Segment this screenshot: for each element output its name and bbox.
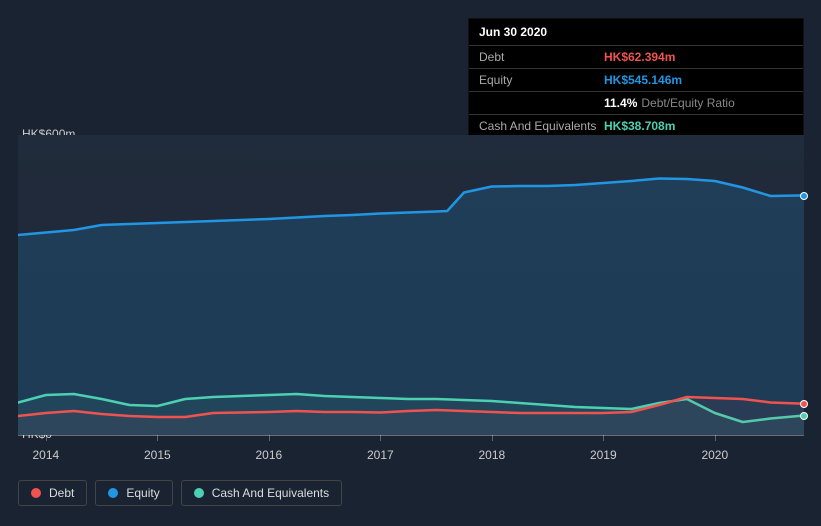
tooltip-row: 11.4%Debt/Equity Ratio xyxy=(469,92,803,115)
tooltip-row-label: Cash And Equivalents xyxy=(479,119,604,133)
legend-item-equity[interactable]: Equity xyxy=(95,480,172,506)
legend-swatch-icon xyxy=(31,488,41,498)
x-axis-label: 2020 xyxy=(701,448,728,462)
legend-item-cash[interactable]: Cash And Equivalents xyxy=(181,480,342,506)
tooltip-row: EquityHK$545.146m xyxy=(469,69,803,92)
tooltip-row-value: HK$545.146m xyxy=(604,73,682,87)
x-tick xyxy=(603,435,604,441)
chart-legend: Debt Equity Cash And Equivalents xyxy=(18,480,342,506)
financials-chart: { "chart": { "type": "line-area", "backg… xyxy=(0,0,821,526)
tooltip-row-value: 11.4%Debt/Equity Ratio xyxy=(604,96,735,110)
legend-item-label: Equity xyxy=(126,486,159,500)
chart-plot-area[interactable] xyxy=(18,135,804,435)
tooltip-row-label xyxy=(479,96,604,110)
tooltip-row: Cash And EquivalentsHK$38.708m xyxy=(469,115,803,137)
tooltip-date: Jun 30 2020 xyxy=(469,19,803,46)
legend-item-label: Debt xyxy=(49,486,74,500)
tooltip-row-label: Debt xyxy=(479,50,604,64)
tooltip-row-label: Equity xyxy=(479,73,604,87)
x-tick xyxy=(715,435,716,441)
legend-swatch-icon xyxy=(194,488,204,498)
series-end-marker-debt xyxy=(800,400,808,408)
x-axis-label: 2017 xyxy=(367,448,394,462)
legend-item-label: Cash And Equivalents xyxy=(212,486,329,500)
series-end-marker-cash xyxy=(800,412,808,420)
chart-svg xyxy=(18,135,804,435)
x-tick xyxy=(269,435,270,441)
x-tick xyxy=(46,435,47,441)
series-end-marker-equity xyxy=(800,192,808,200)
x-tick xyxy=(380,435,381,441)
x-axis-baseline xyxy=(18,435,804,436)
tooltip-row-value: HK$62.394m xyxy=(604,50,675,64)
legend-swatch-icon xyxy=(108,488,118,498)
chart-tooltip: Jun 30 2020 DebtHK$62.394mEquityHK$545.1… xyxy=(468,18,804,138)
x-axis-label: 2018 xyxy=(478,448,505,462)
x-axis-label: 2016 xyxy=(255,448,282,462)
x-tick xyxy=(157,435,158,441)
tooltip-row-value: HK$38.708m xyxy=(604,119,675,133)
tooltip-row: DebtHK$62.394m xyxy=(469,46,803,69)
tooltip-row-suffix: Debt/Equity Ratio xyxy=(641,96,734,110)
x-axis-label: 2019 xyxy=(590,448,617,462)
legend-item-debt[interactable]: Debt xyxy=(18,480,87,506)
x-axis-label: 2014 xyxy=(33,448,60,462)
x-axis-label: 2015 xyxy=(144,448,171,462)
x-tick xyxy=(492,435,493,441)
